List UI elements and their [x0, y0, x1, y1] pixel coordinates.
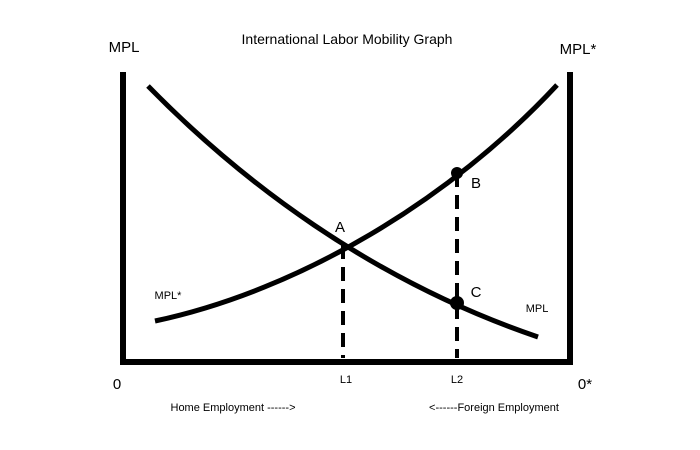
point-c-label: C — [471, 284, 482, 301]
l2-tick-label: L2 — [451, 374, 463, 386]
l1-tick-label: L1 — [340, 374, 352, 386]
point-a-label: A — [335, 219, 345, 236]
mpl-curve — [146, 84, 539, 340]
mpl-curve-label: MPL — [526, 303, 549, 315]
foreign-employment-label: <------Foreign Employment — [429, 402, 559, 414]
foreign-origin-label: 0* — [578, 376, 592, 393]
point-b-marker — [451, 167, 463, 179]
mpl-star-curve-label: MPL* — [155, 290, 183, 302]
home-employment-label: Home Employment ------> — [171, 402, 296, 414]
diagram-title: International Labor Mobility Graph — [242, 31, 453, 47]
point-c-marker — [450, 296, 464, 310]
left-axis-label: MPL — [109, 39, 140, 56]
mpl-star-curve — [154, 83, 559, 324]
right-axis-label: MPL* — [560, 41, 597, 58]
home-origin-label: 0 — [113, 376, 121, 393]
point-b-label: B — [471, 175, 481, 192]
